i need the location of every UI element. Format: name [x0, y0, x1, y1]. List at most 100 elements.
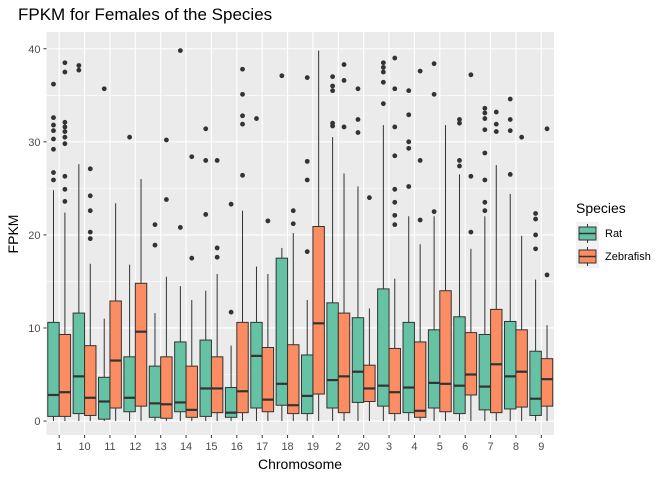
outlier-point [163, 197, 169, 202]
box-iqr [210, 356, 224, 414]
outlier-point [457, 158, 462, 163]
box-rat-13 [148, 222, 162, 422]
x-axis: 1 10 11 12 13 14 15 16 17 18 19 2 20 3 4 5 6 7 8 9 [56, 435, 544, 453]
outlier-point [380, 101, 386, 107]
box-zebrafish-3 [388, 55, 401, 422]
box-iqr [58, 333, 72, 417]
x-tick-label: 14 [180, 441, 192, 453]
outlier-point [76, 67, 82, 73]
box-iqr [427, 329, 441, 409]
outlier-point [493, 109, 499, 115]
box-zebrafish-16 [236, 66, 249, 422]
box-rat-16 [224, 201, 238, 422]
outlier-point [493, 129, 499, 134]
outlier-point [533, 211, 539, 216]
outlier-point [51, 81, 56, 87]
outlier-point [62, 186, 68, 192]
box-zebrafish-14 [185, 154, 198, 422]
box-zebrafish-8 [515, 134, 528, 422]
box-zebrafish-9 [540, 126, 554, 422]
outlier-point [127, 134, 133, 140]
outlier-point [406, 112, 412, 118]
outlier-point [254, 116, 259, 121]
outlier-point [366, 195, 372, 201]
box-iqr [160, 356, 173, 419]
outlier-point [51, 115, 56, 121]
outlier-point [392, 222, 398, 228]
box-iqr [377, 288, 390, 407]
outlier-point [152, 242, 158, 248]
outlier-point [482, 150, 488, 156]
outlier-point [417, 68, 423, 74]
y-tick-label: 10 [28, 323, 40, 335]
x-tick-label: 1 [56, 441, 62, 453]
outlier-point [62, 173, 68, 179]
outlier-point [87, 236, 93, 242]
box-iqr [363, 364, 376, 402]
outlier-point [330, 74, 336, 80]
box-zebrafish-15 [210, 158, 224, 422]
outlier-point [468, 72, 474, 78]
box-rat-18 [275, 73, 289, 422]
y-axis: 0 10 20 30 40 [28, 44, 47, 428]
box-zebrafish-12 [134, 179, 148, 422]
outlier-point [341, 124, 347, 130]
x-tick-label: 17 [256, 441, 268, 453]
outlier-point [203, 212, 209, 217]
box-iqr [312, 226, 325, 395]
outlier-point [457, 120, 462, 126]
box-rat-19 [301, 75, 314, 422]
outlier-point [330, 120, 336, 126]
box-zebrafish-20 [363, 195, 376, 422]
outlier-point [152, 222, 158, 228]
outlier-point [51, 146, 56, 152]
box-zebrafish-1 [58, 60, 72, 422]
outlier-point [482, 110, 488, 116]
outlier-point [355, 86, 361, 92]
x-tick-label: 4 [411, 441, 417, 453]
outlier-point [533, 232, 539, 238]
outlier-point [101, 86, 107, 92]
outlier-point [406, 88, 412, 94]
box-zebrafish-7 [490, 109, 503, 422]
outlier-point [482, 199, 488, 205]
box-iqr [326, 302, 339, 409]
box-iqr [109, 300, 122, 409]
box-iqr [515, 329, 528, 408]
outlier-point [62, 60, 68, 66]
box-iqr [478, 333, 492, 411]
box-iqr [351, 317, 365, 403]
outlier-point [482, 116, 488, 121]
box-rat-8 [504, 96, 517, 422]
box-zebrafish-4 [413, 68, 427, 422]
box-iqr [275, 257, 289, 406]
outlier-point [240, 121, 245, 127]
outlier-point [51, 136, 56, 142]
box-iqr [174, 341, 187, 413]
box-iqr [453, 316, 466, 415]
box-rat-4 [402, 88, 415, 422]
box-iqr [413, 341, 427, 418]
box-rat-11 [98, 86, 111, 422]
outlier-point [62, 134, 68, 140]
legend-label: Zebrafish [605, 251, 651, 263]
box-iqr [464, 332, 478, 396]
outlier-point [392, 86, 398, 92]
outlier-point [431, 61, 437, 67]
outlier-point [392, 186, 398, 192]
outlier-point [380, 69, 386, 75]
outlier-point [265, 218, 271, 224]
legend: Species Rat Zebrafish [576, 200, 651, 268]
outlier-point [380, 60, 386, 66]
outlier-point [87, 229, 93, 235]
outlier-point [304, 249, 310, 255]
box-iqr [47, 321, 60, 417]
x-tick-label: 16 [231, 441, 243, 453]
outlier-point [240, 91, 245, 97]
outlier-point [493, 121, 499, 127]
outlier-point [507, 171, 513, 177]
box-rat-2 [326, 74, 339, 422]
outlier-point [406, 139, 412, 145]
y-tick-label: 0 [34, 416, 40, 428]
